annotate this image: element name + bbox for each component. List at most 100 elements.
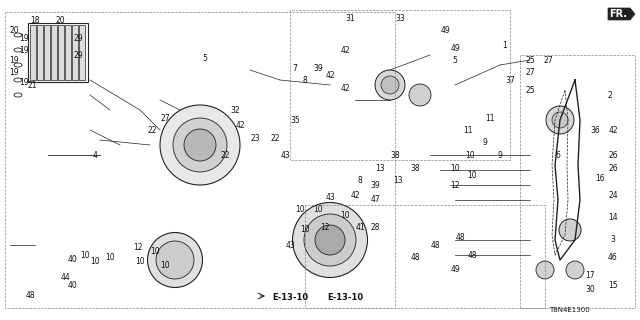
Text: 42: 42 [235, 121, 245, 130]
Text: 42: 42 [350, 190, 360, 199]
Text: 10: 10 [313, 205, 323, 214]
Bar [44, 25, 50, 80]
Text: 39: 39 [370, 180, 380, 189]
Text: 6: 6 [556, 150, 561, 159]
Text: 8: 8 [358, 175, 362, 185]
Text: 10: 10 [90, 258, 100, 267]
Text: 8: 8 [303, 76, 307, 84]
Text: 40: 40 [67, 255, 77, 265]
Ellipse shape [536, 261, 554, 279]
Text: 49: 49 [450, 44, 460, 52]
Text: 14: 14 [608, 213, 618, 222]
Text: 13: 13 [393, 175, 403, 185]
Text: 35: 35 [290, 116, 300, 124]
Bar [51, 25, 57, 80]
Text: 42: 42 [608, 125, 618, 134]
Ellipse shape [304, 214, 356, 266]
Text: E-13-10: E-13-10 [327, 293, 363, 302]
Bar [28, 23, 88, 82]
Text: 9: 9 [497, 150, 502, 159]
Text: 33: 33 [395, 13, 405, 22]
Text: 1: 1 [502, 41, 508, 50]
Text: 44: 44 [60, 274, 70, 283]
Ellipse shape [546, 106, 574, 134]
Text: 46: 46 [608, 253, 618, 262]
Text: E-13-10: E-13-10 [272, 293, 308, 302]
Text: 48: 48 [430, 241, 440, 250]
Text: 22: 22 [220, 150, 230, 159]
Text: 22: 22 [147, 125, 157, 134]
Text: 41: 41 [355, 223, 365, 233]
Text: 5: 5 [203, 53, 207, 62]
Text: 48: 48 [25, 291, 35, 300]
Text: 12: 12 [133, 244, 143, 252]
Text: 28: 28 [371, 223, 380, 233]
Text: 30: 30 [585, 285, 595, 294]
Text: 12: 12 [320, 223, 330, 233]
Text: 3: 3 [611, 236, 616, 244]
Ellipse shape [184, 129, 216, 161]
Text: 40: 40 [67, 281, 77, 290]
Text: 22: 22 [270, 133, 280, 142]
Text: 20: 20 [55, 15, 65, 25]
Text: 48: 48 [455, 234, 465, 243]
Text: 47: 47 [370, 196, 380, 204]
Text: 19: 19 [19, 77, 29, 86]
Bar [30, 25, 36, 80]
Text: 43: 43 [280, 150, 290, 159]
Text: 19: 19 [19, 45, 29, 54]
Ellipse shape [552, 112, 568, 128]
Text: 37: 37 [505, 76, 515, 84]
Text: 43: 43 [285, 241, 295, 250]
Bar [37, 25, 43, 80]
Text: 27: 27 [543, 55, 553, 65]
Text: 29: 29 [73, 34, 83, 43]
Text: 13: 13 [375, 164, 385, 172]
Ellipse shape [156, 241, 194, 279]
Text: FR.: FR. [609, 9, 627, 19]
Text: 19: 19 [19, 34, 29, 43]
Text: 11: 11 [485, 114, 495, 123]
Text: 19: 19 [9, 68, 19, 76]
Text: 10: 10 [340, 211, 350, 220]
Text: 49: 49 [450, 266, 460, 275]
Ellipse shape [559, 219, 581, 241]
Text: 5: 5 [452, 55, 458, 65]
Text: 39: 39 [313, 63, 323, 73]
Ellipse shape [409, 84, 431, 106]
Text: 10: 10 [150, 247, 160, 257]
Text: 32: 32 [230, 106, 240, 115]
Text: 2: 2 [607, 91, 612, 100]
Text: 29: 29 [73, 51, 83, 60]
Ellipse shape [292, 203, 367, 277]
Text: 11: 11 [463, 125, 473, 134]
Text: 48: 48 [410, 253, 420, 262]
Bar [79, 25, 85, 80]
Text: 38: 38 [410, 164, 420, 172]
Bar [72, 25, 78, 80]
Ellipse shape [315, 225, 345, 255]
Text: 12: 12 [451, 180, 460, 189]
Ellipse shape [375, 70, 405, 100]
Text: 42: 42 [340, 45, 350, 54]
Ellipse shape [566, 261, 584, 279]
Text: 7: 7 [292, 63, 298, 73]
Ellipse shape [173, 118, 227, 172]
Text: 10: 10 [295, 205, 305, 214]
Text: 10: 10 [135, 258, 145, 267]
Ellipse shape [147, 233, 202, 287]
Text: 10: 10 [160, 260, 170, 269]
Text: 27: 27 [160, 114, 170, 123]
Text: 36: 36 [590, 125, 600, 134]
Text: 20: 20 [9, 26, 19, 35]
Text: 25: 25 [525, 55, 535, 65]
Text: 27: 27 [525, 68, 535, 76]
Text: 10: 10 [467, 171, 477, 180]
Text: 42: 42 [340, 84, 350, 92]
Text: 16: 16 [595, 173, 605, 182]
Text: 26: 26 [608, 164, 618, 172]
Text: 38: 38 [390, 150, 400, 159]
Text: 42: 42 [325, 70, 335, 79]
Ellipse shape [160, 105, 240, 185]
Text: T8N4E1300: T8N4E1300 [549, 307, 590, 313]
